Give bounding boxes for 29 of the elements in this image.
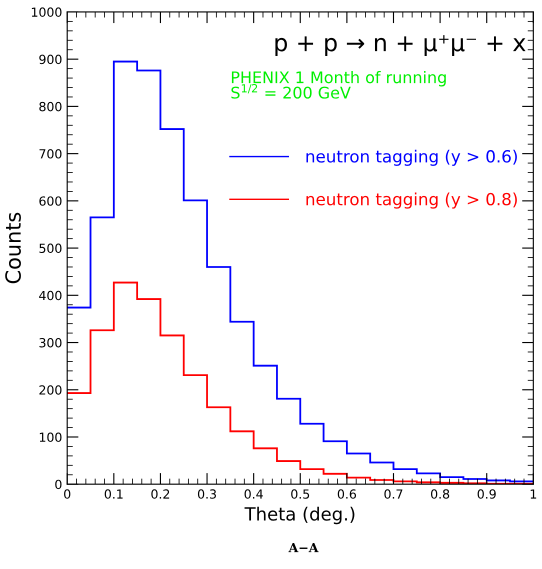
y-tick-label: 800 bbox=[39, 102, 62, 112]
x-tick-label: 0.6 bbox=[338, 489, 356, 499]
legend-label: neutron tagging (y > 0.6) bbox=[306, 150, 517, 166]
y-axis-title: Counts bbox=[5, 212, 21, 284]
y-tick-label: 900 bbox=[39, 54, 62, 64]
x-tick-label: 0.8 bbox=[430, 489, 450, 499]
y-tick-label: 300 bbox=[39, 338, 62, 348]
y-tick-label: 100 bbox=[40, 432, 62, 442]
y-tick-label: 200 bbox=[39, 385, 62, 395]
y-tick-label: 500 bbox=[39, 244, 62, 254]
y-tick-label: 0 bbox=[55, 480, 62, 490]
x-axis-title: Theta (deg.) bbox=[244, 506, 354, 524]
y-tick-label: 600 bbox=[39, 196, 62, 206]
x-tick-label: 0.9 bbox=[478, 489, 496, 499]
y-tick-label: 700 bbox=[40, 149, 62, 159]
x-tick-label: 1 bbox=[530, 489, 536, 499]
x-tick-label: 0.2 bbox=[151, 489, 170, 499]
x-tick-label: 0.3 bbox=[198, 489, 216, 499]
text: A−A bbox=[288, 543, 319, 552]
x-tick-label: 0.4 bbox=[244, 489, 263, 499]
y-tick-label: 1000 bbox=[32, 7, 62, 17]
y-tick-label: 400 bbox=[39, 290, 62, 300]
text: PHENIX 1 Month of running S$^{1/2}$ = 200 GeV bbox=[231, 70, 446, 99]
x-tick-label: 0.5 bbox=[291, 489, 310, 499]
legend-label: neutron tagging (y > 0.8) bbox=[306, 192, 517, 209]
text: p + p → n + μ⁺μ⁻ + x bbox=[275, 35, 526, 56]
x-tick-label: 0.1 bbox=[104, 489, 123, 499]
x-tick-label: 0.7 bbox=[384, 489, 402, 499]
x-tick-label: 0 bbox=[64, 489, 70, 499]
